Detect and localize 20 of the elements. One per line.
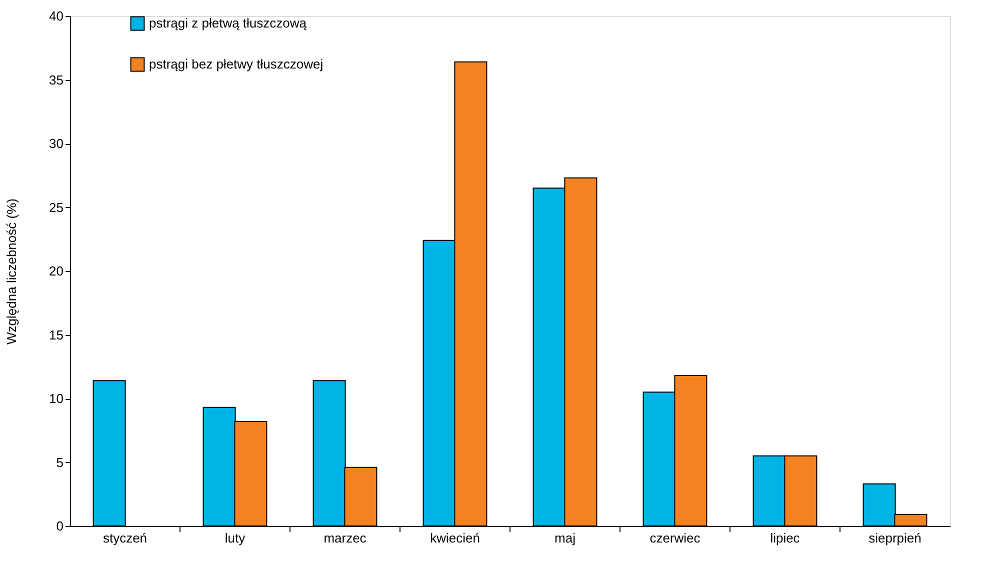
y-tick-label: 20: [49, 264, 64, 278]
x-tick-label: styczeń: [102, 530, 148, 546]
y-axis-title: Względna liczebność (%): [4, 198, 20, 344]
y-tick-label: 5: [56, 454, 64, 470]
y-tick-label: 25: [49, 200, 64, 215]
x-tick-label: czerwiec: [650, 530, 701, 546]
legend-label: pstrągi z płetwą tłuszczową: [149, 16, 308, 30]
y-tick-label: 30: [49, 136, 64, 151]
y-tick-label: 35: [49, 72, 64, 88]
x-tick-label: kwiecień: [430, 530, 480, 546]
x-tick-label: luty: [224, 530, 246, 546]
x-tick-label: marzec: [324, 530, 367, 546]
y-tick-label: 10: [49, 391, 64, 406]
x-tick-label: lipiec: [770, 530, 800, 546]
y-tick-label: 40: [49, 8, 64, 24]
x-tick-label: sieprpień: [868, 530, 922, 546]
x-tick-label: maj: [554, 530, 576, 546]
y-tick-label: 0: [56, 518, 64, 534]
y-tick-label: 15: [49, 327, 64, 342]
legend-label: pstrągi bez płetwy tłuszczowej: [149, 56, 324, 72]
